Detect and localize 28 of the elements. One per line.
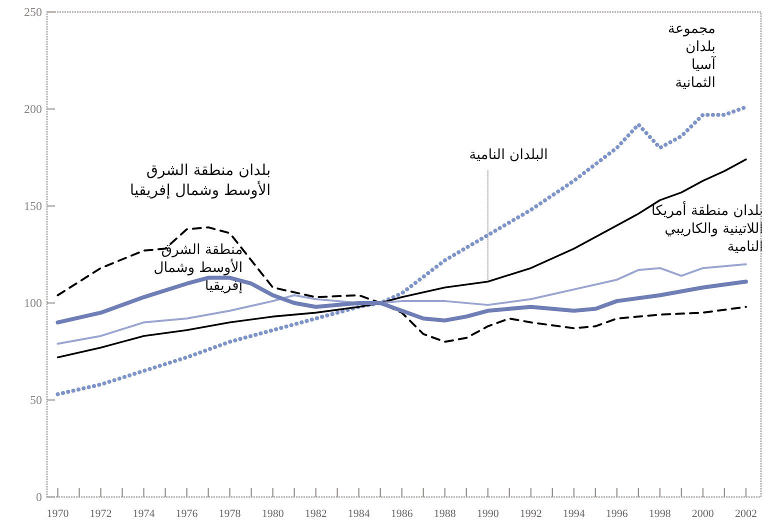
x-tick-label: 1984 <box>348 508 370 520</box>
x-tick-label: 1980 <box>262 508 284 520</box>
x-tick-label: 1986 <box>390 508 414 520</box>
y-tick-label: 150 <box>24 199 42 213</box>
x-tick-label: 1970 <box>46 508 70 520</box>
x-tick-label: 1972 <box>90 508 112 520</box>
x-tick-label: 1998 <box>648 508 672 520</box>
x-tick-label: 1982 <box>304 508 327 520</box>
y-tick-label: 50 <box>30 393 42 407</box>
x-tick-label: 1996 <box>606 508 628 520</box>
y-tick-label: 0 <box>36 490 42 504</box>
y-tick-label: 250 <box>24 5 42 19</box>
annotation: منطقة الشرق الأوسط وشمال إفريقيا <box>152 240 243 296</box>
x-tick-label: 1994 <box>562 508 586 520</box>
annotation: البلدان النامية <box>469 146 548 164</box>
x-tick-label: 1990 <box>476 508 500 520</box>
x-tick-label: 1976 <box>176 508 198 520</box>
x-tick-label: 1988 <box>434 508 456 520</box>
line-series <box>56 276 748 324</box>
y-tick-label: 200 <box>24 102 42 116</box>
x-tick-label: 2002 <box>734 508 757 520</box>
x-tick-label: 2000 <box>692 508 714 520</box>
x-tick-label: 1992 <box>520 508 542 520</box>
annotation: بلدان منطقة الشرق الأوسط وشمال إفريقيا <box>128 161 271 200</box>
x-tick-label: 1974 <box>132 508 156 520</box>
x-tick-label: 1978 <box>218 508 242 520</box>
y-tick-label: 100 <box>24 296 42 310</box>
annotation: مجموعة بلدان آسيا الثمانية <box>668 20 716 92</box>
